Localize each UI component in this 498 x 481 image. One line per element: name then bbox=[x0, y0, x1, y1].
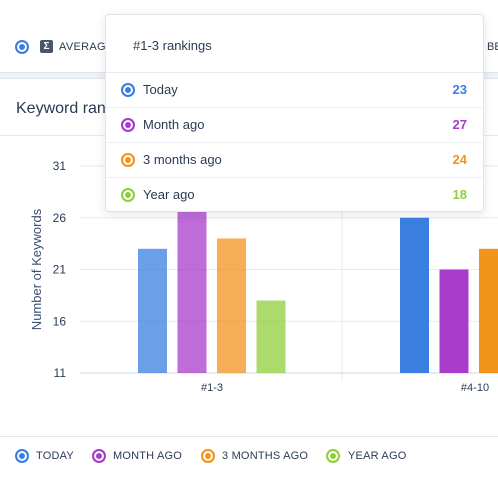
tooltip-row-label: Year ago bbox=[143, 187, 195, 202]
month-ago-dot-icon bbox=[121, 118, 135, 132]
tooltip-row-label: 3 months ago bbox=[143, 152, 222, 167]
tooltip-row-value: 24 bbox=[452, 152, 467, 167]
tooltip-row-3-months-ago: 3 months ago 24 bbox=[106, 142, 483, 178]
legend-today[interactable]: TODAY bbox=[36, 450, 74, 462]
chart-legend bbox=[0, 436, 498, 481]
legend-year-ago[interactable]: YEAR AGO bbox=[348, 450, 407, 462]
y-tick-label: 16 bbox=[53, 314, 67, 328]
bar-year-ago bbox=[256, 300, 286, 373]
keyword-rankings-chart: 11 16 21 26 31 Number of Keywords #1-3 #4-10 bbox=[29, 159, 498, 394]
tooltip-row-value: 27 bbox=[452, 117, 467, 132]
today-dot-icon bbox=[121, 83, 135, 97]
chart-tooltip: #1-3 rankings Today 23 Month ago 27 3 mo… bbox=[105, 14, 484, 212]
average-label[interactable]: AVERAG bbox=[59, 41, 106, 53]
year-ago-dot-icon bbox=[121, 188, 135, 202]
legend-3-months-ago-icon[interactable] bbox=[201, 449, 215, 463]
bar-today bbox=[138, 248, 167, 373]
y-tick-label: 11 bbox=[54, 366, 67, 380]
x-tick-label: #4-10 bbox=[461, 382, 489, 394]
sigma-icon[interactable]: Σ bbox=[40, 40, 53, 53]
y-tick-label: 26 bbox=[53, 211, 67, 225]
tooltip-row-label: Month ago bbox=[143, 117, 205, 132]
tooltip-title: #1-3 rankings bbox=[133, 38, 212, 53]
three-months-ago-dot-icon bbox=[121, 153, 135, 167]
tooltip-row-label: Today bbox=[143, 82, 178, 97]
x-tick-label: #1-3 bbox=[201, 382, 223, 394]
bar-month-ago bbox=[177, 207, 207, 373]
legend-3-months-ago[interactable]: 3 MONTHS AGO bbox=[222, 450, 309, 462]
legend-month-ago-icon[interactable] bbox=[92, 449, 106, 463]
legend-year-ago-icon[interactable] bbox=[326, 449, 340, 463]
cut-off-label: BE bbox=[487, 41, 498, 53]
y-tick-label: 31 bbox=[53, 159, 67, 173]
y-axis-label: Number of Keywords bbox=[29, 208, 44, 330]
bar-today bbox=[400, 217, 429, 373]
today-radio-icon[interactable] bbox=[15, 40, 29, 54]
bar-3-months-ago bbox=[479, 248, 498, 373]
tooltip-row-today: Today 23 bbox=[106, 72, 483, 108]
tooltip-row-month-ago: Month ago 27 bbox=[106, 107, 483, 143]
y-tick-label: 21 bbox=[53, 263, 67, 277]
tooltip-row-value: 23 bbox=[452, 82, 467, 97]
tooltip-row-value: 18 bbox=[452, 187, 467, 202]
tooltip-header: #1-3 rankings bbox=[106, 15, 483, 73]
legend-today-icon[interactable] bbox=[15, 449, 29, 463]
bar-3-months-ago bbox=[217, 238, 246, 373]
bar-month-ago bbox=[439, 269, 469, 373]
tooltip-row-year-ago: Year ago 18 bbox=[106, 177, 483, 212]
legend-month-ago[interactable]: MONTH AGO bbox=[113, 450, 183, 462]
